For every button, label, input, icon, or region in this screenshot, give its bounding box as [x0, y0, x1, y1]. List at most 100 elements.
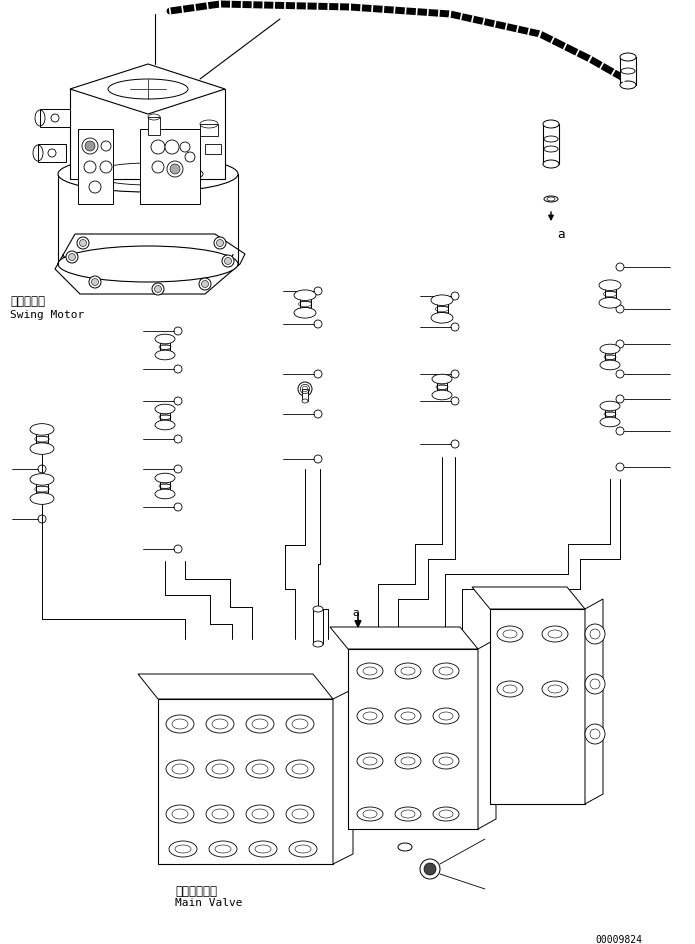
Bar	[158, 700, 333, 864]
Bar	[302, 390, 308, 401]
Polygon shape	[472, 587, 585, 610]
Circle shape	[151, 141, 165, 155]
Bar	[160, 340, 170, 356]
Polygon shape	[585, 599, 603, 804]
Circle shape	[51, 115, 59, 123]
Ellipse shape	[600, 361, 620, 370]
Bar	[140, 130, 200, 205]
Ellipse shape	[294, 291, 316, 301]
Bar	[38, 144, 66, 162]
Ellipse shape	[155, 490, 175, 499]
Circle shape	[79, 240, 86, 247]
Ellipse shape	[302, 399, 308, 404]
Ellipse shape	[599, 280, 621, 291]
Bar	[543, 125, 559, 165]
Ellipse shape	[155, 351, 175, 361]
Circle shape	[89, 182, 101, 194]
Ellipse shape	[395, 807, 421, 821]
Circle shape	[82, 139, 98, 155]
Circle shape	[224, 259, 231, 265]
Bar	[205, 144, 221, 155]
Circle shape	[84, 161, 96, 174]
Bar	[70, 90, 225, 179]
Circle shape	[222, 256, 234, 268]
Ellipse shape	[58, 157, 238, 193]
Ellipse shape	[620, 82, 636, 90]
Ellipse shape	[289, 841, 317, 857]
Ellipse shape	[543, 121, 559, 129]
Text: 旋回モータ: 旋回モータ	[10, 295, 45, 308]
Ellipse shape	[209, 841, 237, 857]
Circle shape	[585, 674, 605, 694]
Circle shape	[89, 277, 101, 289]
Circle shape	[48, 150, 56, 158]
Ellipse shape	[431, 295, 453, 306]
Circle shape	[202, 281, 208, 288]
Ellipse shape	[600, 402, 620, 412]
Bar	[200, 125, 218, 137]
Circle shape	[420, 859, 440, 879]
Bar	[605, 407, 615, 423]
Polygon shape	[478, 639, 496, 829]
Bar	[36, 430, 48, 449]
Bar	[313, 610, 323, 645]
Polygon shape	[333, 689, 353, 864]
Ellipse shape	[155, 421, 175, 430]
Circle shape	[217, 240, 224, 247]
Circle shape	[585, 724, 605, 744]
Bar	[36, 480, 48, 499]
Text: メインバルブ: メインバルブ	[175, 885, 217, 897]
Ellipse shape	[30, 494, 54, 505]
Ellipse shape	[30, 474, 54, 485]
Ellipse shape	[58, 246, 238, 282]
Ellipse shape	[249, 841, 277, 857]
Circle shape	[170, 165, 180, 175]
Bar	[160, 410, 170, 426]
Bar	[300, 295, 311, 313]
Bar	[348, 649, 478, 829]
Circle shape	[185, 153, 195, 162]
Circle shape	[585, 624, 605, 645]
Ellipse shape	[313, 606, 323, 613]
Circle shape	[214, 238, 226, 250]
Ellipse shape	[600, 345, 620, 354]
Bar	[160, 479, 170, 495]
Circle shape	[180, 143, 190, 153]
Ellipse shape	[600, 418, 620, 428]
Ellipse shape	[432, 375, 452, 384]
Circle shape	[165, 141, 179, 155]
Polygon shape	[330, 628, 478, 649]
Text: Swing Motor: Swing Motor	[10, 310, 84, 320]
Bar	[605, 286, 616, 303]
Ellipse shape	[432, 391, 452, 400]
Ellipse shape	[313, 641, 323, 648]
Polygon shape	[55, 235, 245, 295]
Circle shape	[199, 278, 211, 291]
Ellipse shape	[155, 335, 175, 345]
Ellipse shape	[431, 313, 453, 324]
Bar	[436, 301, 448, 318]
Ellipse shape	[543, 160, 559, 169]
Circle shape	[85, 142, 95, 152]
Bar	[40, 110, 70, 127]
Bar	[620, 58, 636, 86]
Circle shape	[167, 161, 183, 177]
Ellipse shape	[169, 841, 197, 857]
Ellipse shape	[30, 444, 54, 455]
Circle shape	[154, 286, 161, 294]
Text: a: a	[352, 607, 359, 617]
Bar	[148, 118, 160, 136]
Circle shape	[424, 863, 436, 875]
Ellipse shape	[433, 807, 459, 821]
Bar	[605, 349, 615, 365]
Circle shape	[152, 284, 164, 295]
Bar	[437, 379, 447, 396]
Text: 00009824: 00009824	[595, 934, 642, 944]
Ellipse shape	[155, 474, 175, 483]
Ellipse shape	[155, 405, 175, 414]
Polygon shape	[70, 65, 225, 115]
Circle shape	[77, 238, 89, 250]
Circle shape	[66, 252, 78, 263]
Bar	[490, 610, 585, 804]
Circle shape	[101, 142, 111, 152]
